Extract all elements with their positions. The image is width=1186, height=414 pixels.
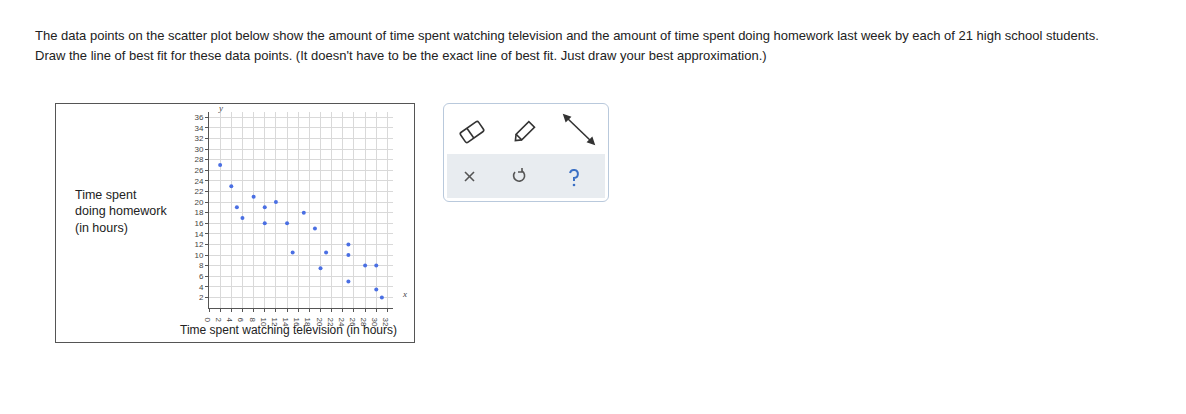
svg-text:28: 28 [194,155,203,164]
svg-text:4: 4 [225,318,234,323]
svg-text:32: 32 [381,318,390,327]
svg-text:20: 20 [315,318,324,327]
svg-text:18: 18 [194,208,203,217]
svg-text:34: 34 [194,124,203,133]
svg-text:14: 14 [194,230,203,239]
svg-text:Time spentdoing homework(in ho: Time spentdoing homework(in hours) [75,188,167,235]
svg-text:24: 24 [337,318,346,327]
svg-text:10: 10 [194,251,203,260]
html-text:Draw the line of best fit for: Draw the line of best fit for these data… [35,48,767,63]
svg-text:22: 22 [194,187,203,196]
html-text:The data points on the scatter: The data points on the scatter plot belo… [35,28,1099,43]
svg-text:16: 16 [194,219,203,228]
svg-text:18: 18 [303,318,312,327]
svg-text:y: y [218,104,223,113]
svg-text:14: 14 [281,318,290,327]
svg-text:24: 24 [194,177,203,186]
svg-text:30: 30 [194,145,203,154]
svg-text:30: 30 [370,318,379,327]
svg-text:Time spent watching television: Time spent watching television (in hours… [180,323,397,337]
svg-text:6: 6 [236,318,245,323]
svg-text:26: 26 [348,318,357,327]
svg-text:26: 26 [194,166,203,175]
svg-text:8: 8 [199,261,204,270]
svg-text:12: 12 [270,318,279,327]
svg-text:4: 4 [199,283,204,292]
svg-text:32: 32 [194,134,203,143]
svg-text:12: 12 [194,240,203,249]
svg-text:20: 20 [194,198,203,207]
svg-text:2: 2 [214,318,223,323]
svg-text:28: 28 [359,318,368,327]
svg-text:8: 8 [248,318,257,323]
svg-text:0: 0 [203,318,212,323]
svg-text:2: 2 [199,293,204,302]
svg-text:10: 10 [259,318,268,327]
svg-text:16: 16 [292,318,301,327]
svg-text:6: 6 [199,272,204,281]
svg-text:x: x [402,289,407,299]
svg-text:36: 36 [194,113,203,122]
svg-text:22: 22 [326,318,335,327]
